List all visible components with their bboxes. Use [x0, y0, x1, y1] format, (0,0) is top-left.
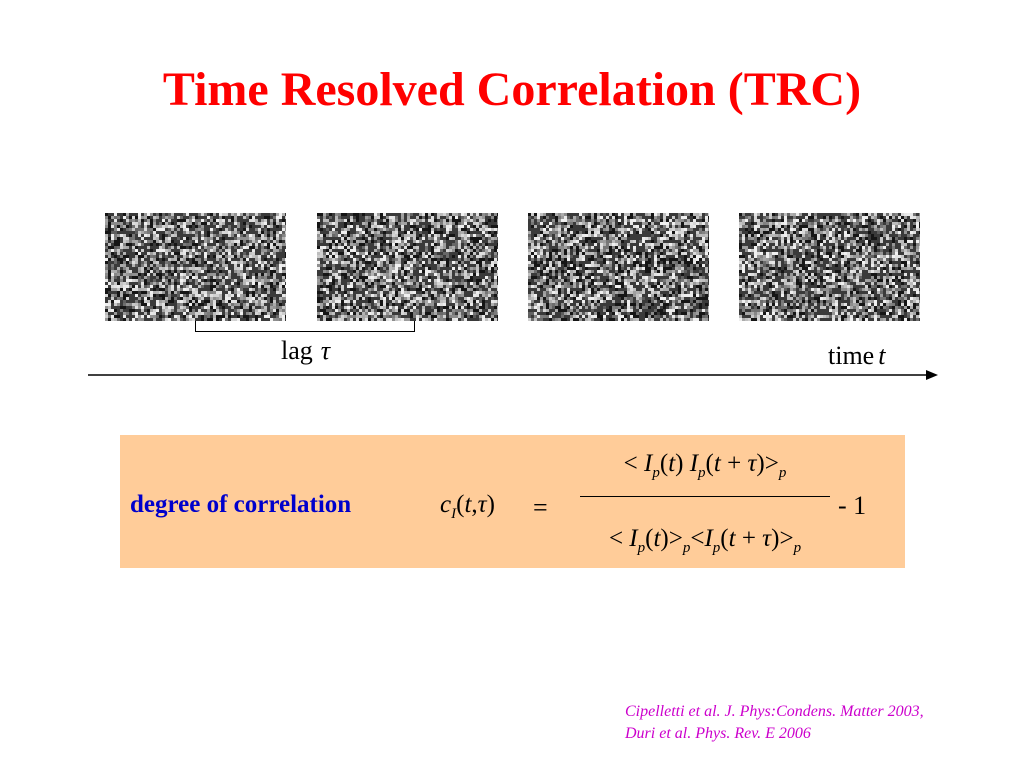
formula-minus-one: - 1 [838, 491, 867, 520]
fraction-bar [580, 496, 830, 497]
speckle-frame-4 [739, 213, 920, 321]
time-word: time [828, 341, 875, 370]
formula-equals: = [533, 493, 548, 522]
time-symbol: t [878, 341, 886, 370]
formula-label: degree of correlation [130, 491, 352, 518]
formula-lhs: cI(t,τ) [440, 491, 495, 522]
time-label: time t [828, 341, 885, 371]
speckle-frame-2 [317, 213, 498, 321]
citation: Cipelletti et al. J. Phys:Condens. Matte… [625, 701, 924, 745]
lag-word: lag [281, 336, 313, 365]
citation-line-2: Duri et al. Phys. Rev. E 2006 [625, 725, 811, 742]
lag-symbol: τ [320, 336, 331, 365]
lag-label: lag τ [281, 336, 330, 366]
formula-numerator: < Ip(t) Ip(t + τ)>p [623, 450, 787, 481]
citation-line-1: Cipelletti et al. J. Phys:Condens. Matte… [625, 703, 924, 720]
lag-bracket [195, 321, 415, 332]
formula-box: degree of correlation cI(t,τ) = < Ip(t) … [120, 435, 905, 568]
slide-title: Time Resolved Correlation (TRC) [162, 63, 862, 116]
formula-denominator: < Ip(t)>p<Ip(t + τ)>p [608, 525, 802, 556]
time-axis-arrow [88, 370, 938, 380]
speckle-frame-1 [105, 213, 286, 321]
speckle-frame-3 [528, 213, 709, 321]
